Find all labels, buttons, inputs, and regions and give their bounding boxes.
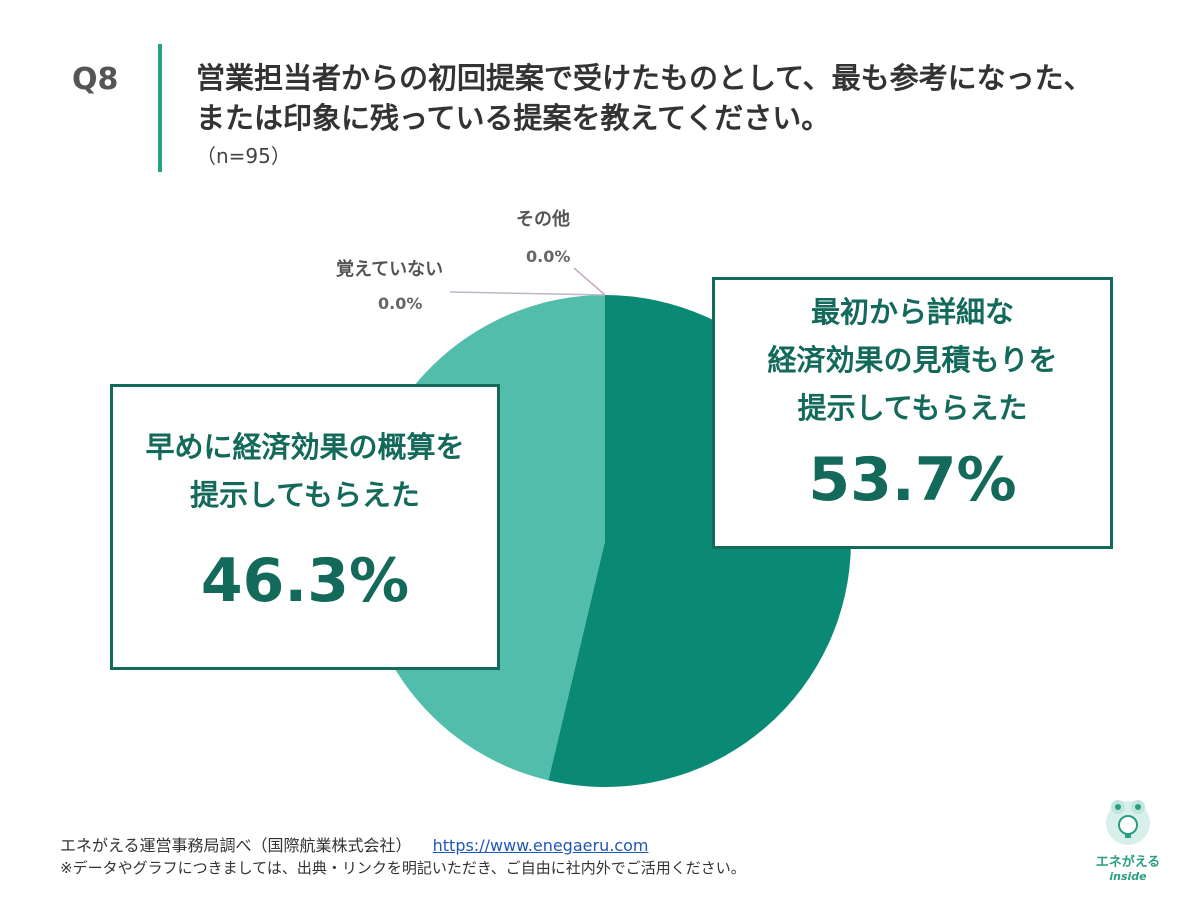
slice-label-dontremember: 覚えていない	[336, 259, 444, 280]
slice-label-other: その他	[516, 209, 570, 230]
question-accent-bar	[158, 44, 162, 172]
question-title-line-1: 営業担当者からの初回提案で受けたものとして、最も参考になった、	[196, 61, 1093, 95]
callout-box-early-estimate: 早めに経済効果の概算を 提示してもらえた 46.3%	[110, 384, 500, 670]
callout-box-detailed-estimate: 最初から詳細な 経済効果の見積もりを 提示してもらえた 53.7%	[712, 277, 1113, 549]
callout-value-early-estimate: 46.3%	[200, 546, 410, 616]
footer-note: ※データやグラフにつきましては、出典・リンクを明記いただき、ご自由に社内外でご活…	[60, 859, 746, 877]
leader-line-dontremember	[449, 291, 606, 296]
footer-link[interactable]: https://www.enegaeru.com	[432, 836, 649, 855]
slice-value-dontremember: 0.0%	[378, 294, 423, 313]
logo-text: エネがえる	[1095, 855, 1161, 870]
footer-source: エネがえる運営事務局調べ（国際航業株式会社） https://www.enega…	[60, 832, 648, 856]
callout-label-detailed-estimate: 最初から詳細な 経済効果の見積もりを 提示してもらえた	[767, 295, 1058, 425]
logo-sub-text: inside	[1109, 870, 1147, 883]
frog-logo-icon	[1106, 800, 1150, 845]
brand-logo: エネがえる inside	[1088, 795, 1168, 885]
slice-value-other: 0.0%	[526, 247, 571, 266]
leader-line-other	[573, 267, 606, 296]
footer-source-text: エネがえる運営事務局調べ（国際航業株式会社）	[60, 836, 412, 855]
question-title: 営業担当者からの初回提案で受けたものとして、最も参考になった、 または印象に残っ…	[196, 58, 1176, 138]
sample-size: （n=95）	[196, 144, 291, 168]
callout-label-early-estimate: 早めに経済効果の概算を 提示してもらえた	[145, 430, 465, 512]
question-number: Q8	[72, 62, 119, 97]
callout-value-detailed-estimate: 53.7%	[808, 445, 1017, 515]
question-title-line-2: または印象に残っている提案を教えてください。	[196, 101, 831, 135]
